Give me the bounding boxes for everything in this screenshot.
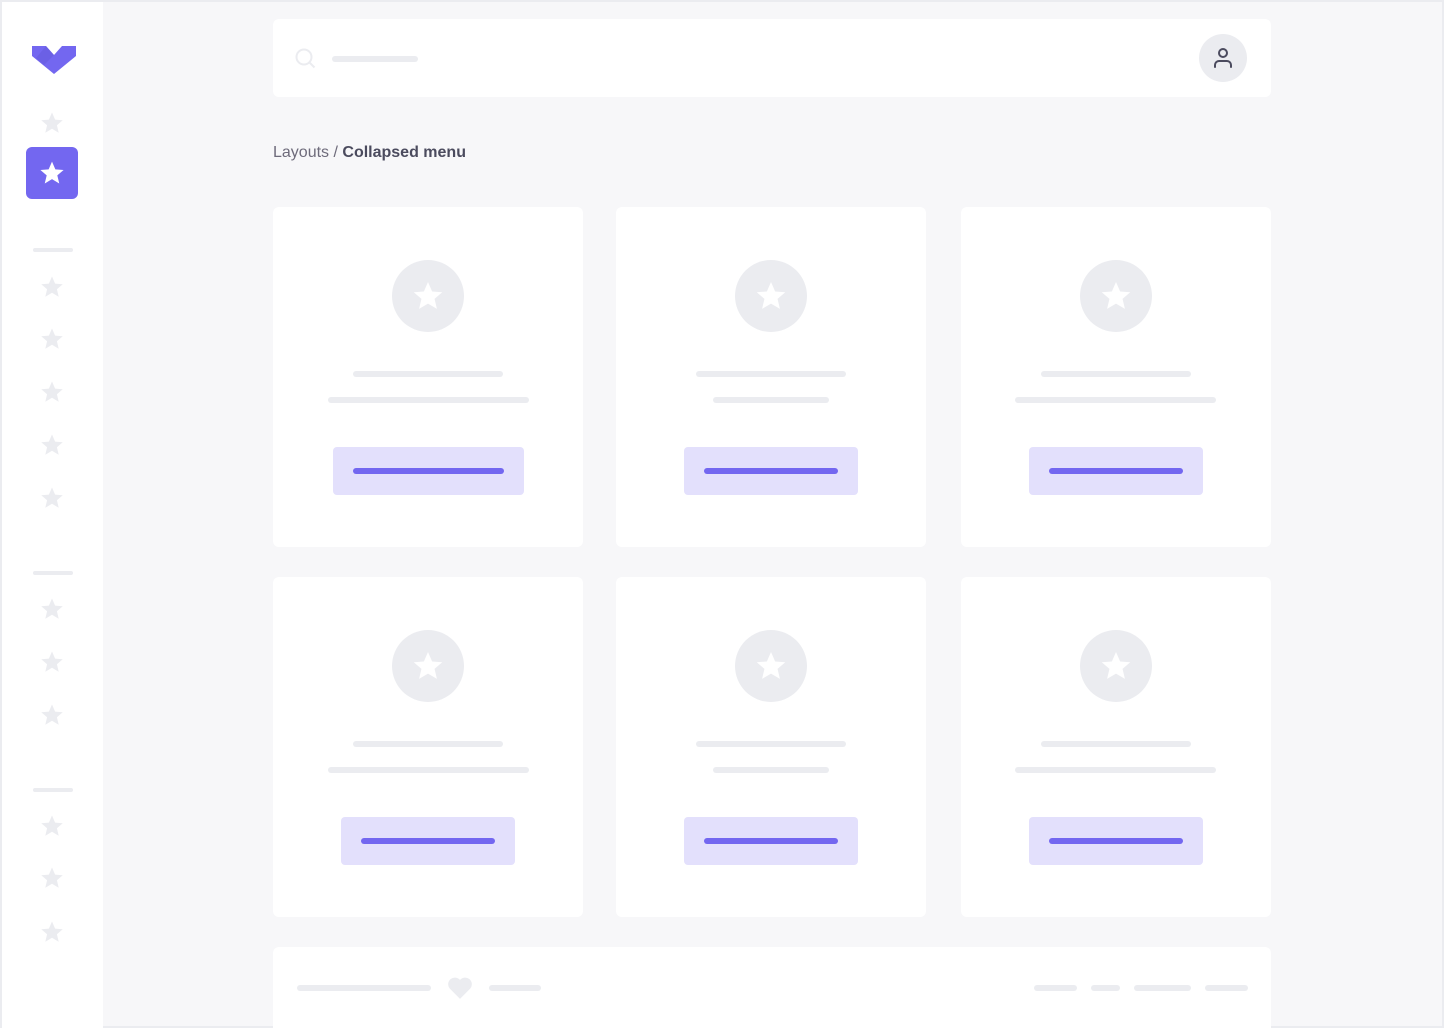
card-avatar	[1080, 630, 1152, 702]
card-title-placeholder	[353, 371, 503, 377]
card-avatar	[392, 260, 464, 332]
card	[273, 577, 583, 917]
card-title-placeholder	[696, 371, 846, 377]
footer-link[interactable]	[1091, 985, 1120, 991]
footer	[273, 947, 1271, 1028]
search-input[interactable]	[332, 56, 418, 62]
sidebar-divider	[33, 248, 73, 252]
card-text-placeholder	[1015, 767, 1216, 773]
heart-icon	[448, 977, 472, 999]
sidebar	[2, 2, 103, 1028]
breadcrumb-separator: /	[329, 144, 343, 161]
card-avatar	[1080, 260, 1152, 332]
nav-star-icon[interactable]	[40, 866, 64, 890]
card-avatar	[735, 260, 807, 332]
nav-star-icon[interactable]	[40, 650, 64, 674]
card-button[interactable]	[1029, 447, 1203, 495]
footer-link[interactable]	[1134, 985, 1191, 991]
nav-star-icon[interactable]	[40, 111, 64, 135]
card-text-placeholder	[713, 397, 829, 403]
card-title-placeholder	[353, 741, 503, 747]
footer-link[interactable]	[1034, 985, 1077, 991]
star-icon	[755, 280, 787, 312]
nav-star-icon[interactable]	[40, 597, 64, 621]
top-header	[273, 19, 1271, 97]
card-text-placeholder	[713, 767, 829, 773]
breadcrumb-current: Collapsed menu	[342, 144, 466, 161]
star-icon	[412, 650, 444, 682]
card-title-placeholder	[1041, 371, 1191, 377]
nav-star-icon[interactable]	[40, 380, 64, 404]
nav-item-active[interactable]	[26, 147, 78, 199]
card-avatar	[735, 630, 807, 702]
nav-star-icon[interactable]	[40, 433, 64, 457]
sidebar-divider	[33, 571, 73, 575]
card-avatar	[392, 630, 464, 702]
card-button[interactable]	[684, 817, 858, 865]
star-icon	[412, 280, 444, 312]
nav-star-icon[interactable]	[40, 920, 64, 944]
nav-star-icon[interactable]	[40, 703, 64, 727]
footer-text-placeholder	[297, 985, 431, 991]
footer-link[interactable]	[1205, 985, 1248, 991]
card-text-placeholder	[328, 767, 529, 773]
card-title-placeholder	[1041, 741, 1191, 747]
nav-star-icon[interactable]	[40, 486, 64, 510]
card-button[interactable]	[341, 817, 515, 865]
nav-star-icon[interactable]	[40, 275, 64, 299]
sidebar-divider	[33, 788, 73, 792]
star-icon	[755, 650, 787, 682]
star-icon	[1100, 650, 1132, 682]
breadcrumb-parent[interactable]: Layouts	[273, 144, 330, 161]
card-button[interactable]	[1029, 817, 1203, 865]
card	[961, 207, 1271, 547]
nav-star-icon[interactable]	[40, 327, 64, 351]
card	[961, 577, 1271, 917]
card-title-placeholder	[696, 741, 846, 747]
star-icon	[39, 160, 65, 186]
nav-star-icon[interactable]	[40, 814, 64, 838]
breadcrumb: Layouts / Collapsed menu	[273, 144, 466, 162]
card-text-placeholder	[1015, 397, 1216, 403]
brand-logo[interactable]	[32, 44, 76, 74]
user-avatar-button[interactable]	[1199, 34, 1247, 82]
footer-text-placeholder	[489, 985, 541, 991]
star-icon	[1100, 280, 1132, 312]
card-button[interactable]	[333, 447, 524, 495]
card-text-placeholder	[328, 397, 529, 403]
user-icon	[1214, 48, 1232, 68]
card-button[interactable]	[684, 447, 858, 495]
search-icon[interactable]	[295, 48, 317, 70]
card	[616, 207, 926, 547]
card	[273, 207, 583, 547]
card	[616, 577, 926, 917]
